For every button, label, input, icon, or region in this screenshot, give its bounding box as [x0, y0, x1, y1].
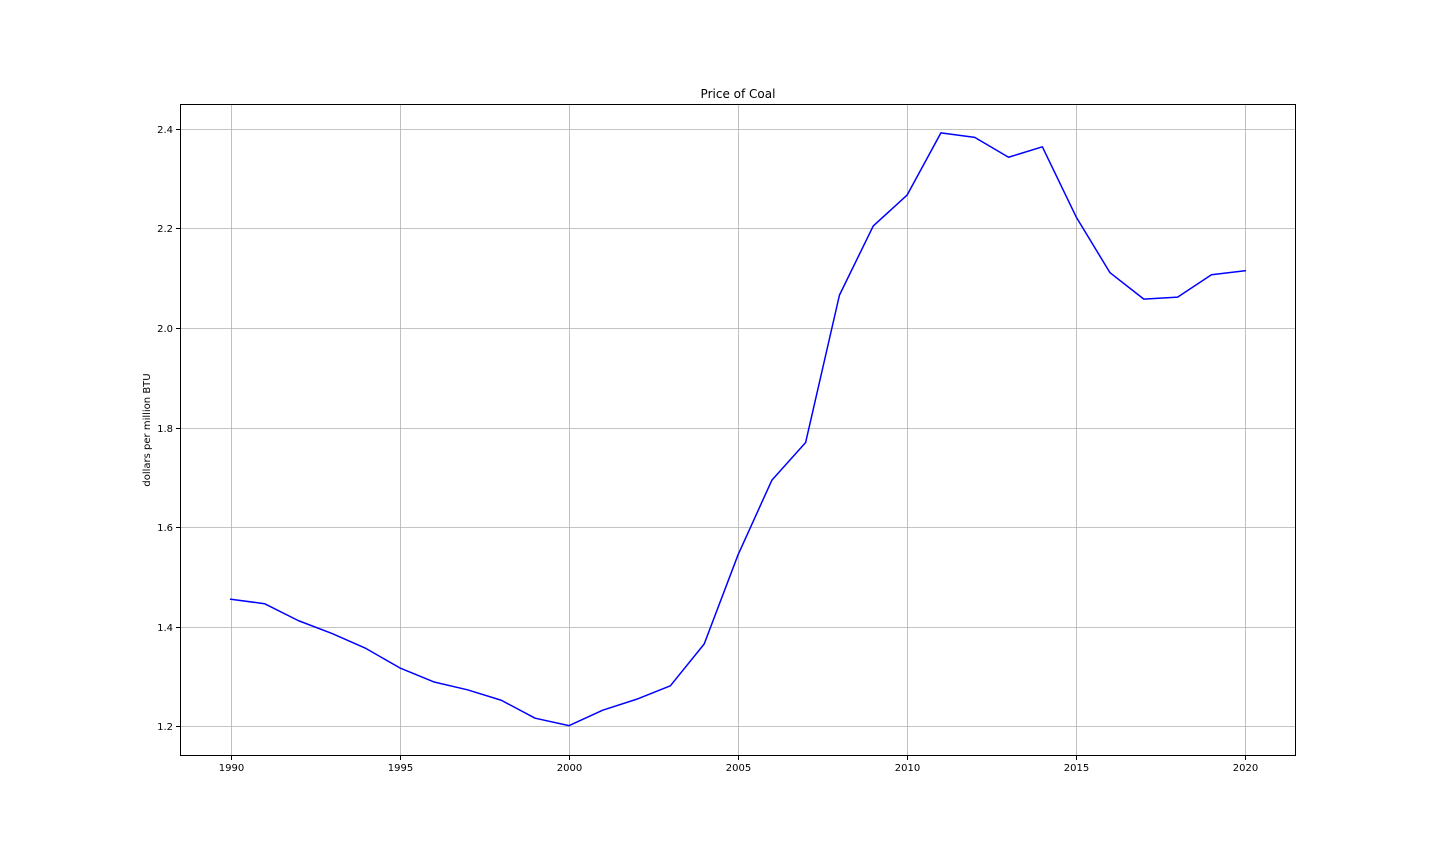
series-line: [229, 132, 1247, 727]
chart-title: Price of Coal: [701, 87, 776, 101]
grid-lines: [180, 104, 1296, 756]
x-tick-label: 2020: [1233, 763, 1258, 774]
y-axis-label: dollars per million BTU: [142, 373, 153, 486]
x-tick-label: 2010: [895, 763, 920, 774]
y-tick-label: 1.2: [157, 722, 173, 733]
y-tick-label: 2.2: [157, 224, 173, 235]
y-axis-ticks: 1.2 1.4 1.6 1.8 2.0 2.2 2.4: [157, 125, 180, 733]
y-tick-label: 2.4: [157, 125, 173, 136]
y-tick-label: 1.6: [157, 523, 173, 534]
y-tick-label: 1.4: [157, 623, 173, 634]
x-axis-ticks: 1990 1995 2000 2005 2010 2015 2020: [219, 756, 1258, 774]
x-tick-label: 1990: [219, 763, 244, 774]
x-tick-label: 1995: [388, 763, 413, 774]
plot-frame: [180, 104, 1296, 756]
series-layer: [229, 132, 1247, 727]
plot-area: [180, 104, 1296, 756]
x-tick-label: 2000: [557, 763, 582, 774]
x-tick-label: 2005: [726, 763, 751, 774]
y-tick-label: 1.8: [157, 424, 173, 435]
x-tick-label: 2015: [1064, 763, 1089, 774]
y-tick-label: 2.0: [157, 324, 173, 335]
